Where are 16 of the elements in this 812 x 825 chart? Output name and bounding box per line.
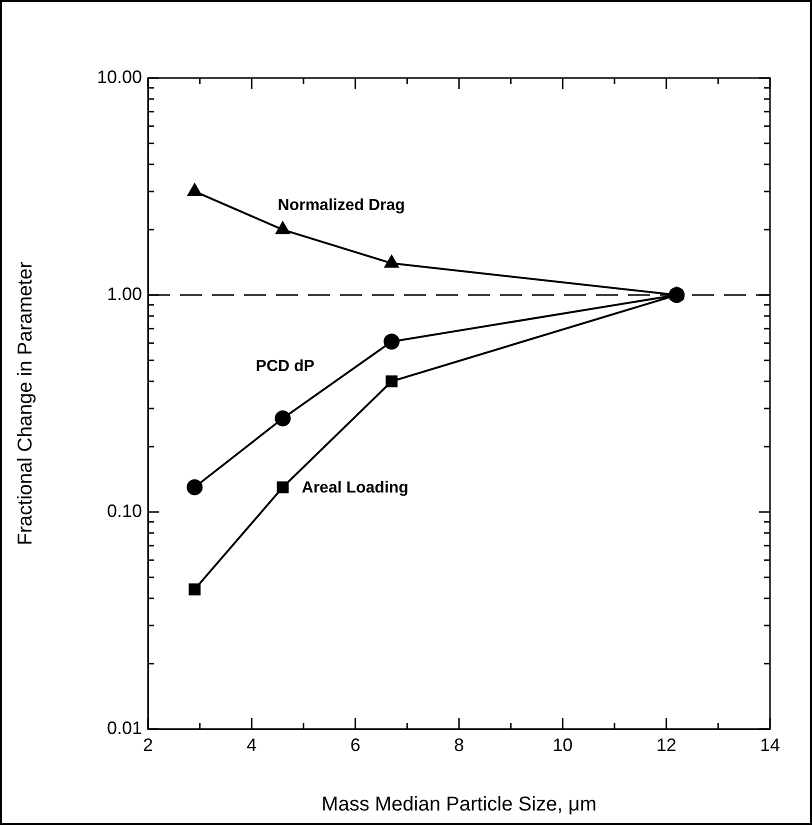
x-tick-label: 4 [246,734,257,755]
series-label: Normalized Drag [278,197,405,214]
y-axis-title: Fractional Change in Parameter [14,261,37,546]
x-tick-label: 6 [350,734,360,755]
y-tick-label: 10.00 [96,66,142,87]
series-label: PCD dP [256,358,315,375]
x-tick-label: 2 [142,734,154,755]
x-tick-label: 14 [760,734,780,755]
x-tick-label: 10 [552,734,573,755]
x-axis-title: Mass Median Particle Size, μm [322,794,596,816]
x-tick-label: 8 [454,734,464,755]
y-tick-label: 0.01 [106,718,142,738]
x-tick-label: 12 [656,734,676,755]
y-tick-label: 0.10 [106,500,142,521]
series-label: Areal Loading [302,480,408,497]
y-tick-label: 1.00 [106,284,142,304]
